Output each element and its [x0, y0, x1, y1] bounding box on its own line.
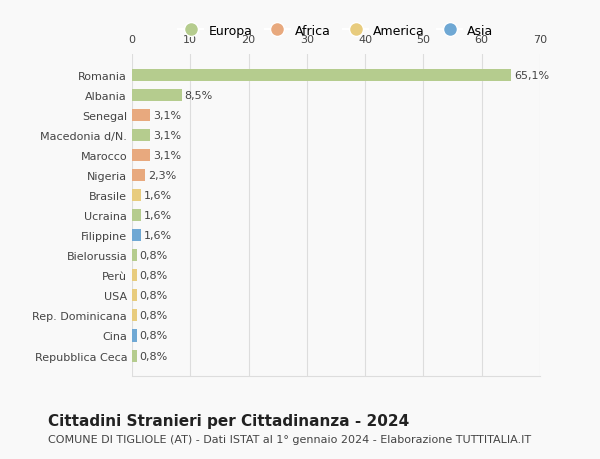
Legend: Europa, Africa, America, Asia: Europa, Africa, America, Asia: [173, 20, 499, 43]
Bar: [132, 150, 150, 162]
Bar: [132, 310, 137, 322]
Text: 0,8%: 0,8%: [140, 251, 168, 261]
Text: 65,1%: 65,1%: [514, 71, 550, 81]
Bar: [132, 110, 150, 122]
Bar: [132, 170, 145, 182]
Text: Cittadini Stranieri per Cittadinanza - 2024: Cittadini Stranieri per Cittadinanza - 2…: [48, 413, 409, 428]
Text: 0,8%: 0,8%: [140, 271, 168, 281]
Bar: [132, 270, 137, 282]
Text: 8,5%: 8,5%: [184, 91, 213, 101]
Text: 1,6%: 1,6%: [144, 211, 172, 221]
Text: 0,8%: 0,8%: [140, 331, 168, 341]
Bar: [132, 70, 511, 82]
Text: 0,8%: 0,8%: [140, 311, 168, 321]
Bar: [132, 90, 182, 102]
Bar: [132, 130, 150, 142]
Bar: [132, 350, 137, 362]
Bar: [132, 330, 137, 342]
Text: 2,3%: 2,3%: [148, 171, 176, 181]
Bar: [132, 290, 137, 302]
Bar: [132, 250, 137, 262]
Text: COMUNE DI TIGLIOLE (AT) - Dati ISTAT al 1° gennaio 2024 - Elaborazione TUTTITALI: COMUNE DI TIGLIOLE (AT) - Dati ISTAT al …: [48, 434, 531, 444]
Text: 3,1%: 3,1%: [153, 111, 181, 121]
Text: 0,8%: 0,8%: [140, 351, 168, 361]
Text: 1,6%: 1,6%: [144, 231, 172, 241]
Text: 3,1%: 3,1%: [153, 151, 181, 161]
Bar: [132, 230, 142, 242]
Bar: [132, 190, 142, 202]
Text: 1,6%: 1,6%: [144, 191, 172, 201]
Text: 0,8%: 0,8%: [140, 291, 168, 301]
Bar: [132, 210, 142, 222]
Text: 3,1%: 3,1%: [153, 131, 181, 141]
